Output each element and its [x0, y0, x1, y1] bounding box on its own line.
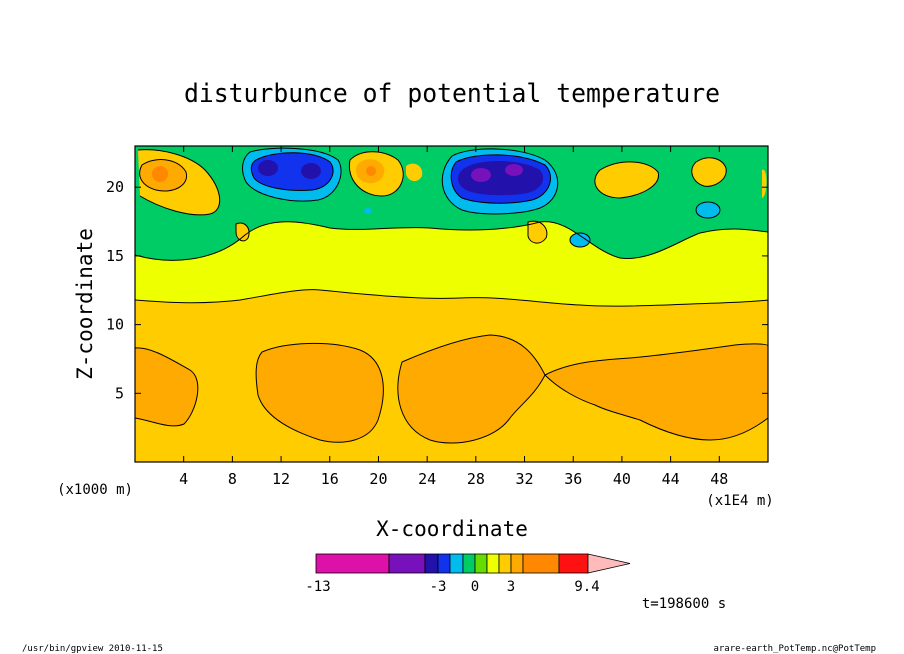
- colorbar-segment: [558, 553, 589, 574]
- fill-warm-core-4: [366, 166, 376, 176]
- footer-right: arare-earth_PotTemp.nc@PotTemp: [713, 644, 876, 654]
- footer-left: /usr/bin/gpview 2010-11-15: [22, 644, 163, 654]
- contour-fills: [135, 146, 768, 462]
- chart-title: disturbunce of potential temperature: [184, 79, 720, 109]
- colorbar-segment: [510, 553, 524, 574]
- contour-line-7: [441, 148, 559, 215]
- fill-orange-pocket-3: [594, 161, 659, 198]
- time-label: t=198600 s: [642, 596, 726, 612]
- z-tick-label: 10: [106, 316, 124, 334]
- x-tick-label: 44: [662, 470, 680, 488]
- colorbar-segment: [498, 553, 512, 574]
- fill-orange-pocket-8: [762, 169, 767, 198]
- contour-line-9: [137, 149, 220, 216]
- contour-line-15: [695, 201, 721, 219]
- contour-line-17: [527, 220, 548, 244]
- x-tick-label: 24: [418, 470, 436, 488]
- fill-warm-core-3: [152, 166, 168, 182]
- fill-purple-core-1: [471, 168, 491, 182]
- z-axis-label: Z-coordinate: [73, 228, 97, 380]
- fill-purple-core-2: [505, 164, 523, 176]
- colorbar-extend-arrow: [587, 553, 631, 574]
- z-tick-label: 15: [106, 247, 124, 265]
- z-axis-ticks: 5 10 15 20: [106, 178, 768, 402]
- x-tick-label: 40: [613, 470, 631, 488]
- colorbar-tick-label: 9.4: [574, 579, 599, 595]
- contour-line-4: [397, 334, 546, 444]
- colorbar-segment: [437, 553, 451, 574]
- contour-line-16: [569, 232, 591, 248]
- fill-orange-pocket-5: [528, 221, 547, 244]
- contour-line-3: [255, 342, 384, 443]
- contour-line-1: [134, 221, 769, 261]
- fill-darkblue-core-3: [457, 161, 544, 196]
- colorbar-segment: [462, 553, 476, 574]
- contour-line-14: [250, 152, 334, 191]
- fill-cyan-region-5: [364, 208, 372, 214]
- z-unit-label: (x1000 m): [57, 482, 133, 498]
- colorbar-segment: [486, 553, 500, 574]
- contour-line-6: [242, 147, 342, 202]
- fill-orange-pocket-6: [236, 222, 250, 241]
- x-tick-label: 20: [369, 470, 387, 488]
- z-tick-label: 20: [106, 178, 124, 196]
- fill-cyan-region-3: [696, 202, 720, 218]
- contour-line-8: [139, 159, 188, 192]
- fill-cyan-region-4: [570, 233, 590, 247]
- x-tick-label: 16: [321, 470, 339, 488]
- contour-line-11: [594, 161, 659, 199]
- z-tick-label: 5: [115, 384, 124, 402]
- x-axis-ticks: 4 8 12 16 20 24 28 32 36 40 44 48: [179, 146, 728, 488]
- colorbar-segment: [522, 553, 560, 574]
- colorbar-tick-label: 0: [471, 579, 479, 595]
- contour-lines: [134, 147, 769, 444]
- fill-orange-pocket-7: [406, 163, 423, 182]
- colorbar-tick-label: -13: [305, 579, 330, 595]
- x-tick-label: 4: [179, 470, 188, 488]
- colorbar: [315, 553, 631, 574]
- colorbar-tick-labels: -13 -3 0 3 9.4: [305, 579, 599, 595]
- x-tick-label: 8: [228, 470, 237, 488]
- x-axis-label: X-coordinate: [376, 517, 528, 541]
- colorbar-segment: [424, 553, 439, 574]
- contour-line-5: [544, 343, 769, 441]
- colorbar-segment: [449, 553, 464, 574]
- contour-line-10: [348, 151, 404, 197]
- x-tick-label: 12: [272, 470, 290, 488]
- fill-lower-cell-2: [256, 343, 384, 443]
- x-unit-label: (x1E4 m): [706, 493, 773, 509]
- fill-lower-cell-4: [545, 343, 768, 440]
- fill-lower-cell-3: [397, 335, 545, 444]
- fill-darkblue-core-2: [301, 163, 321, 179]
- x-tick-label: 48: [710, 470, 728, 488]
- colorbar-tick-label: 3: [507, 579, 515, 595]
- contour-line-13: [450, 154, 551, 204]
- x-tick-label: 28: [467, 470, 485, 488]
- colorbar-tick-label: -3: [430, 579, 447, 595]
- contour-line-18: [235, 222, 250, 242]
- x-tick-label: 36: [564, 470, 582, 488]
- contour-line-0: [134, 289, 769, 307]
- colorbar-segment: [388, 553, 426, 574]
- contour-line-12: [691, 157, 727, 187]
- contour-line-2: [134, 347, 199, 427]
- fill-orange-pocket-4: [691, 157, 727, 187]
- x-tick-label: 32: [516, 470, 534, 488]
- colorbar-segment: [315, 553, 390, 574]
- fill-darkblue-core-1: [258, 160, 278, 176]
- colorbar-segment: [474, 553, 488, 574]
- fill-lower-cell-1: [135, 347, 198, 426]
- plot-frame: [134, 145, 769, 463]
